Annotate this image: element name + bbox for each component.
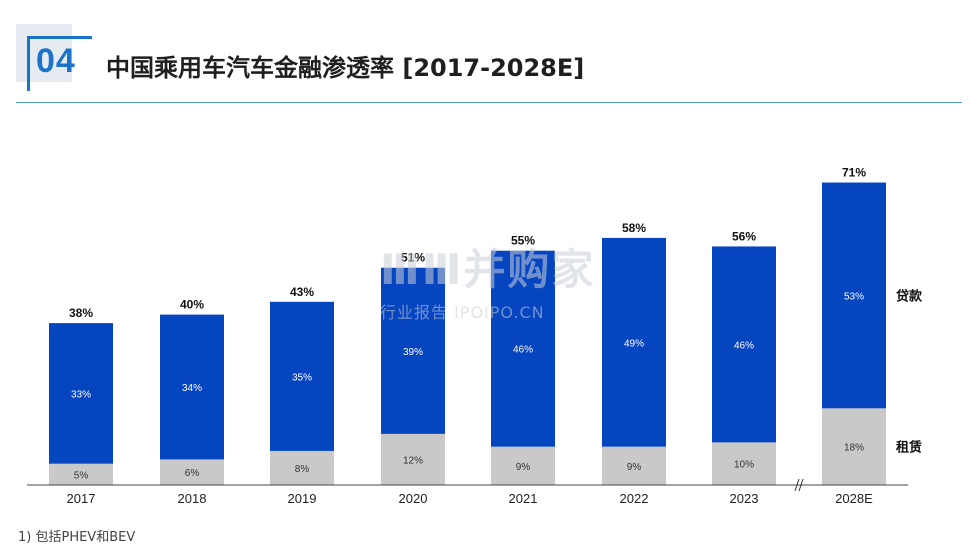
legend-lease-label: 租赁 xyxy=(896,440,922,456)
total-label: 40% xyxy=(180,298,204,312)
bar-lease-2020 xyxy=(381,433,445,485)
bar-lease-2028E xyxy=(822,408,886,485)
footnote: 1) 包括PHEV和BEV xyxy=(18,530,136,545)
loan-value-label: 33% xyxy=(71,389,91,400)
bar-lease-2017 xyxy=(49,463,113,485)
header-divider xyxy=(16,102,962,103)
total-label: 51% xyxy=(401,251,425,265)
bar-lease-2023 xyxy=(712,442,776,485)
total-label: 43% xyxy=(290,285,314,299)
lease-value-label: 12% xyxy=(403,455,423,466)
bar-lease-2019 xyxy=(270,450,334,485)
bar-loan-2019 xyxy=(270,301,334,451)
x-tick-label: 2019 xyxy=(288,491,317,506)
bar-loan-2021 xyxy=(491,250,555,447)
total-label: 55% xyxy=(511,234,535,248)
bar-loan-2020 xyxy=(381,267,445,434)
section-number: 04 xyxy=(36,42,76,80)
bar-lease-2018 xyxy=(160,459,224,485)
bar-lease-2021 xyxy=(491,446,555,485)
axis-break-mark xyxy=(794,478,800,492)
loan-value-label: 46% xyxy=(513,345,533,356)
x-tick-label: 2021 xyxy=(509,491,538,506)
bar-loan-2017 xyxy=(49,323,113,464)
x-tick-label: 2023 xyxy=(730,491,759,506)
lease-value-label: 5% xyxy=(74,470,89,481)
total-label: 38% xyxy=(69,306,93,320)
x-tick-label: 2020 xyxy=(399,491,428,506)
lease-value-label: 9% xyxy=(627,462,642,473)
axis-break-mark xyxy=(798,478,804,492)
loan-value-label: 34% xyxy=(182,383,202,394)
loan-value-label: 46% xyxy=(734,340,754,351)
loan-value-label: 53% xyxy=(844,291,864,302)
lease-value-label: 18% xyxy=(844,443,864,454)
total-label: 71% xyxy=(842,166,866,180)
legend-loan-label: 贷款 xyxy=(896,288,923,304)
total-label: 56% xyxy=(732,229,756,243)
section-number-background xyxy=(16,24,72,82)
lease-value-label: 6% xyxy=(185,468,200,479)
bar-loan-2023 xyxy=(712,246,776,443)
lease-value-label: 10% xyxy=(734,460,754,471)
loan-value-label: 39% xyxy=(403,347,423,358)
bar-loan-2028E xyxy=(822,182,886,409)
x-tick-label: 2017 xyxy=(67,491,96,506)
x-tick-label: 2022 xyxy=(620,491,649,506)
lease-value-label: 8% xyxy=(295,464,310,475)
section-number-frame xyxy=(27,36,92,91)
bar-loan-2018 xyxy=(160,314,224,460)
x-tick-label: 2018 xyxy=(178,491,207,506)
bar-loan-2022 xyxy=(602,237,666,447)
lease-value-label: 9% xyxy=(516,462,531,473)
loan-value-label: 35% xyxy=(292,372,312,383)
total-label: 58% xyxy=(622,221,646,235)
loan-value-label: 49% xyxy=(624,338,644,349)
x-tick-label: 2028E xyxy=(835,491,873,506)
bar-lease-2022 xyxy=(602,446,666,485)
page-title: 中国乘用车汽车金融渗透率 [2017-2028E] xyxy=(106,54,585,82)
